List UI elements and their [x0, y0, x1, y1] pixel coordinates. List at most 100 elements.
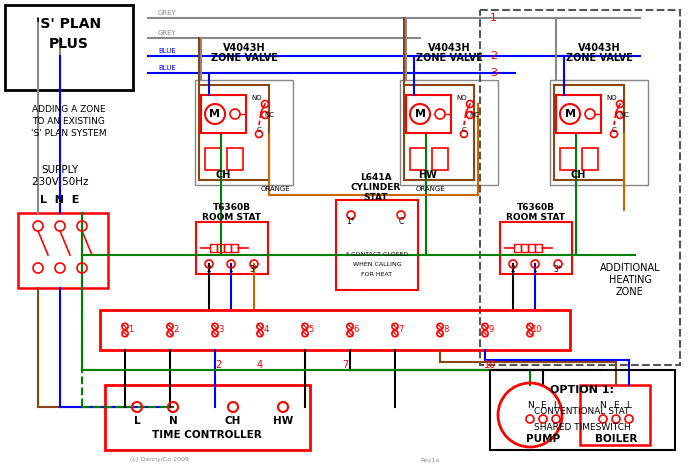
Bar — [400, 80, 498, 185]
Text: NO: NO — [607, 95, 618, 101]
Text: TIME CONTROLLER: TIME CONTROLLER — [152, 430, 262, 440]
Bar — [205, 148, 221, 170]
Text: 7: 7 — [342, 360, 348, 370]
Text: 4: 4 — [264, 326, 268, 335]
Text: ZONE VALVE: ZONE VALVE — [566, 53, 633, 63]
Text: 8: 8 — [443, 326, 448, 335]
Text: BOILER: BOILER — [595, 434, 637, 444]
Text: V4043H: V4043H — [428, 43, 471, 53]
Text: OPTION 1:: OPTION 1: — [550, 385, 614, 395]
Text: HW: HW — [419, 170, 437, 180]
Bar — [227, 148, 243, 170]
Text: T6360B: T6360B — [213, 204, 251, 212]
Text: GREY: GREY — [158, 30, 177, 36]
Text: ROOM STAT: ROOM STAT — [506, 213, 566, 222]
Text: 7: 7 — [398, 326, 404, 335]
Text: 10: 10 — [484, 360, 496, 370]
Text: 1: 1 — [128, 326, 134, 335]
Text: 2: 2 — [490, 51, 497, 61]
Text: 1: 1 — [490, 13, 497, 23]
Text: ADDITIONAL
HEATING
ZONE: ADDITIONAL HEATING ZONE — [600, 263, 660, 297]
Text: M: M — [564, 109, 575, 119]
Bar — [406, 95, 451, 133]
Text: L: L — [134, 416, 140, 426]
Text: NC: NC — [469, 112, 479, 118]
Text: V4043H: V4043H — [578, 43, 620, 53]
Text: C: C — [398, 218, 404, 227]
Text: N: N — [168, 416, 177, 426]
Text: SHARED TIMESWITCH: SHARED TIMESWITCH — [533, 424, 631, 432]
Text: ZONE VALVE: ZONE VALVE — [210, 53, 277, 63]
Text: 1: 1 — [533, 264, 538, 273]
Text: 9: 9 — [489, 326, 493, 335]
Text: 6: 6 — [353, 326, 359, 335]
Text: 'S' PLAN: 'S' PLAN — [37, 17, 101, 31]
Bar — [490, 370, 675, 450]
Bar — [432, 148, 448, 170]
Text: ORANGE: ORANGE — [415, 186, 445, 192]
Text: NC: NC — [264, 112, 274, 118]
Text: 4: 4 — [257, 360, 263, 370]
Text: 10: 10 — [531, 326, 541, 335]
Text: E: E — [540, 401, 546, 410]
Bar — [336, 200, 418, 290]
Text: 3: 3 — [490, 68, 497, 78]
Bar — [224, 244, 231, 252]
Bar — [105, 385, 310, 450]
Text: M: M — [415, 109, 426, 119]
Bar — [550, 80, 648, 185]
Text: ADDING A ZONE: ADDING A ZONE — [32, 105, 106, 115]
Text: L  N  E: L N E — [40, 195, 79, 205]
Text: C: C — [257, 127, 262, 133]
Text: Rev1a: Rev1a — [420, 458, 440, 462]
Text: 2: 2 — [511, 264, 515, 273]
Text: N: N — [526, 401, 533, 410]
Bar — [18, 213, 108, 288]
Bar — [556, 95, 601, 133]
Text: L: L — [627, 401, 631, 410]
Text: T6360B: T6360B — [517, 204, 555, 212]
Bar — [480, 10, 680, 365]
Text: N: N — [600, 401, 607, 410]
Bar — [514, 244, 521, 252]
Text: NO: NO — [252, 95, 262, 101]
Text: 2: 2 — [173, 326, 179, 335]
Text: 3: 3 — [218, 326, 224, 335]
Text: L641A: L641A — [360, 174, 392, 183]
Bar — [500, 222, 572, 274]
Bar — [199, 85, 269, 180]
Text: CONVENTIONAL STAT: CONVENTIONAL STAT — [534, 408, 630, 417]
Bar — [201, 95, 246, 133]
Bar — [404, 85, 474, 180]
Bar — [560, 148, 576, 170]
Text: 230V 50Hz: 230V 50Hz — [32, 177, 88, 187]
Text: 3*: 3* — [250, 264, 258, 273]
Text: V4043H: V4043H — [223, 43, 266, 53]
Text: 'S' PLAN SYSTEM: 'S' PLAN SYSTEM — [31, 130, 107, 139]
Text: NO: NO — [457, 95, 467, 101]
Text: CH: CH — [215, 170, 230, 180]
Bar — [196, 222, 268, 274]
Text: 2: 2 — [215, 360, 221, 370]
Bar — [210, 244, 217, 252]
Text: PLUS: PLUS — [49, 37, 89, 51]
Text: C: C — [611, 127, 616, 133]
Text: 1: 1 — [228, 264, 233, 273]
Text: 3*: 3* — [553, 264, 562, 273]
Text: PUMP: PUMP — [526, 434, 560, 444]
Text: WHEN CALLING: WHEN CALLING — [353, 263, 402, 268]
Text: CH: CH — [225, 416, 241, 426]
Bar — [580, 385, 650, 445]
Text: GREY: GREY — [158, 10, 177, 16]
Text: FOR HEAT: FOR HEAT — [362, 271, 393, 277]
Text: NC: NC — [619, 112, 629, 118]
Bar — [100, 310, 570, 350]
Bar — [195, 80, 293, 185]
Text: CYLINDER: CYLINDER — [351, 183, 401, 192]
Text: (c) Danny/Co 2009: (c) Danny/Co 2009 — [130, 458, 189, 462]
Text: ZONE VALVE: ZONE VALVE — [415, 53, 482, 63]
Text: * CONTACT CLOSED: * CONTACT CLOSED — [346, 253, 408, 257]
Text: 2: 2 — [206, 264, 211, 273]
Text: STAT: STAT — [364, 193, 388, 203]
Bar — [554, 85, 624, 180]
